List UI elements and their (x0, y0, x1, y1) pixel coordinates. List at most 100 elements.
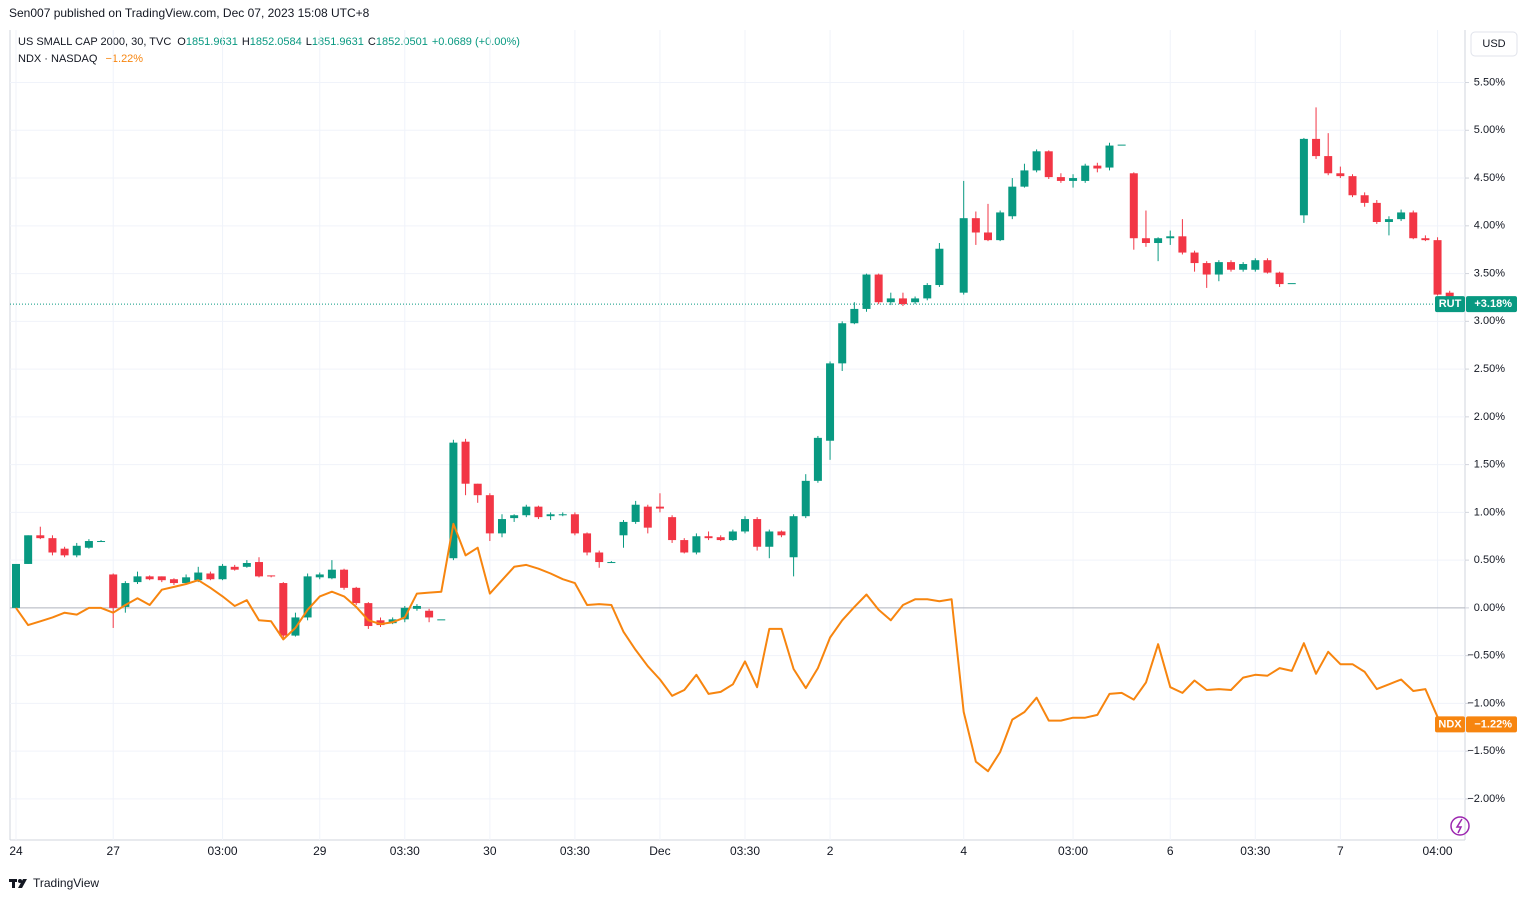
candle-body (194, 572, 203, 581)
x-tick-label: 03:30 (730, 844, 760, 858)
candle-body (1287, 283, 1296, 285)
candle-body (145, 576, 154, 580)
candle-body (1190, 252, 1199, 264)
y-tick-label: 1.50% (1474, 459, 1505, 471)
y-tick-label: 3.50% (1474, 267, 1505, 279)
x-tick-label: 03:00 (208, 844, 238, 858)
compare-change: −1.22% (105, 53, 143, 65)
ohlc-key: H (242, 36, 250, 48)
series-name: NDX (1438, 718, 1462, 730)
y-tick-label: −0.50% (1467, 650, 1505, 662)
candle-body (607, 562, 616, 564)
logo-part (18, 879, 27, 888)
candle-body (279, 583, 288, 636)
ohlc-key: L (306, 36, 312, 48)
candle-body (886, 298, 895, 303)
candle-body (826, 363, 835, 441)
candle-body (206, 573, 215, 580)
logo-part (12, 879, 15, 888)
y-tick-label: 2.50% (1474, 363, 1505, 375)
x-tick-label: 6 (1167, 844, 1174, 858)
x-tick-label: 29 (313, 844, 327, 858)
candle-body (60, 548, 69, 556)
candle-body (1360, 195, 1369, 203)
candle-body (36, 535, 45, 539)
series-name-box (1435, 296, 1465, 313)
y-tick-label: 2.00% (1474, 411, 1505, 423)
candle-body (1141, 238, 1150, 244)
series-name: RUT (1439, 298, 1462, 310)
candle-body (546, 514, 555, 517)
symbol: US SMALL CAP 2000, 30, TVC (18, 36, 171, 48)
candle-body (1202, 263, 1211, 275)
candle-body (1214, 262, 1223, 275)
line-series (15, 522, 1451, 773)
candle-body (1044, 151, 1053, 178)
candle-body (704, 536, 713, 539)
candle-body (72, 545, 81, 556)
candle-body (364, 603, 373, 627)
candle-body (850, 308, 859, 324)
y-tick-label: 5.50% (1474, 76, 1505, 88)
alert-icon[interactable] (1450, 816, 1470, 836)
candle-body (959, 218, 968, 293)
series-name-box (1435, 716, 1465, 733)
candle-body (996, 212, 1005, 241)
candle-body (1433, 240, 1442, 295)
y-tick-label: 0.00% (1474, 602, 1505, 614)
candle-body (570, 514, 579, 534)
y-tick-label: −1.50% (1467, 745, 1505, 757)
currency-button[interactable] (1470, 31, 1518, 57)
candle-body (449, 442, 458, 559)
x-tick-label: 30 (483, 844, 497, 858)
candle-body (303, 576, 312, 618)
x-tick-label: 7 (1337, 844, 1344, 858)
x-tick-label: 03:30 (390, 844, 420, 858)
candle-body (327, 569, 336, 579)
y-tick-label: 4.50% (1474, 172, 1505, 184)
ohlc-change: +0.0689 (+0.00%) (432, 36, 520, 48)
logo-part (18, 879, 22, 883)
candle-body (498, 519, 506, 534)
alert-icon-bolt (1455, 818, 1463, 834)
candle-body (984, 232, 992, 241)
candle-body (631, 504, 640, 522)
candle-body (1008, 186, 1017, 217)
candle-body (1312, 138, 1321, 157)
candle-body (24, 535, 33, 564)
candle-body (400, 607, 409, 620)
candle-body (777, 531, 786, 536)
candle-body (619, 521, 628, 536)
candle-body (121, 583, 130, 607)
ohlc-value: 1851.9631 (186, 36, 238, 48)
candle-body (1336, 173, 1345, 177)
candle-body (1178, 236, 1187, 253)
x-tick-label: 03:30 (1240, 844, 1270, 858)
candle-body (1069, 178, 1078, 181)
candle-body (643, 506, 652, 528)
last-value-box (1466, 296, 1517, 313)
candle-body (182, 577, 191, 584)
candle-body (1372, 202, 1381, 222)
candle-body (874, 274, 883, 303)
candle-body (1263, 260, 1272, 273)
candle-body (1020, 170, 1029, 187)
candle-body (473, 483, 482, 496)
candle-body (971, 218, 980, 233)
candle-body (765, 531, 774, 547)
candle-body (935, 248, 944, 286)
y-tick-label: −2.00% (1467, 793, 1505, 805)
x-tick-label: 03:30 (560, 844, 590, 858)
ohlc-key: O (177, 36, 186, 48)
grid (10, 30, 1465, 840)
candle-body (412, 605, 421, 609)
y-tick-label: 4.00% (1474, 220, 1505, 232)
currency-label[interactable]: USD (1482, 38, 1505, 50)
candle-body (1056, 177, 1065, 181)
candle-body (1251, 260, 1260, 270)
candle-body (595, 552, 604, 563)
candle-body (1324, 156, 1333, 174)
candle-body (1397, 212, 1406, 220)
candle-body (655, 506, 664, 509)
